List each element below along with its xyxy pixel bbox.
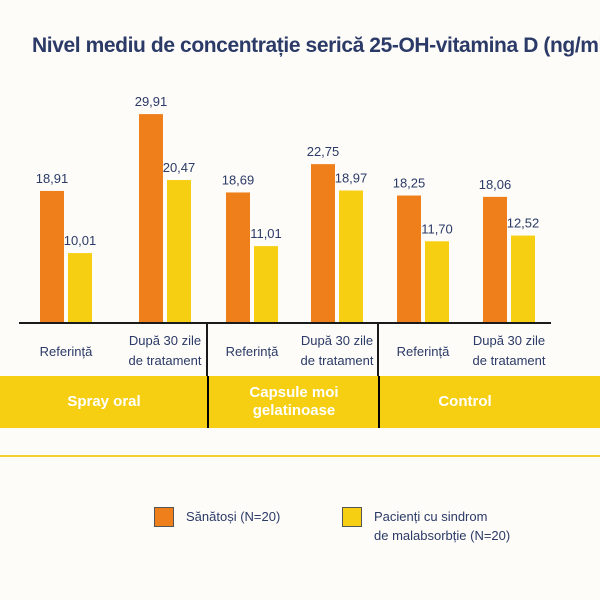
bar	[139, 114, 163, 323]
legend-swatch-yellow	[342, 507, 362, 527]
bar	[226, 192, 250, 323]
bar	[397, 195, 421, 323]
data-label: 20,47	[163, 160, 196, 175]
data-label: 18,69	[222, 172, 255, 187]
category-label: de tratament	[473, 353, 546, 368]
category-label: După 30 zile	[301, 333, 373, 348]
category-label: Referință	[40, 344, 94, 359]
bar	[339, 190, 363, 323]
data-label: 12,52	[507, 216, 540, 231]
bar	[254, 246, 278, 323]
bar	[483, 196, 507, 323]
data-label: 11,70	[421, 221, 453, 236]
bar	[68, 253, 92, 323]
category-label: După 30 zile	[129, 333, 201, 348]
data-label: 29,91	[135, 94, 168, 109]
chart-title: Nivel mediu de concentrație serică 25-OH…	[32, 34, 600, 57]
bar	[311, 164, 335, 323]
data-label: 11,01	[250, 226, 282, 241]
category-label: de tratament	[129, 353, 202, 368]
bar	[511, 235, 535, 323]
bar	[167, 180, 191, 323]
bar	[425, 241, 449, 323]
category-label: Referință	[226, 344, 280, 359]
data-label: 22,75	[307, 144, 340, 159]
legend-swatch-orange	[154, 507, 174, 527]
group-divider	[378, 376, 380, 428]
group-divider	[207, 376, 209, 428]
bar	[40, 190, 64, 323]
separator-rule	[0, 455, 600, 457]
group-label-control: Control	[438, 393, 492, 410]
legend-item-healthy: Sănătoși (N=20)	[154, 507, 280, 527]
category-label: de tratament	[301, 353, 374, 368]
category-label: După 30 zile	[473, 333, 545, 348]
legend-item-patients: Pacienți cu sindrom de malabsorbție (N=20…	[342, 507, 510, 545]
group-band	[0, 376, 600, 428]
legend-label: Pacienți cu sindrom de malabsorbție (N=20…	[374, 509, 511, 543]
group-label-capsule: Capsule moi gelatinoase	[249, 384, 339, 419]
bar-chart: 18,91 10,01 29,91 20,47 18,69 11,01 22,75 18,97…	[19, 94, 551, 376]
data-label: 18,06	[479, 177, 512, 192]
data-label: 10,01	[64, 233, 97, 248]
group-label-spray-oral: Spray oral	[67, 393, 141, 410]
data-label: 18,25	[393, 176, 426, 191]
data-label: 18,97	[335, 171, 368, 186]
category-label: Referință	[397, 344, 451, 359]
legend-label: Sănătoși (N=20)	[186, 509, 281, 524]
data-label: 18,91	[36, 171, 69, 186]
